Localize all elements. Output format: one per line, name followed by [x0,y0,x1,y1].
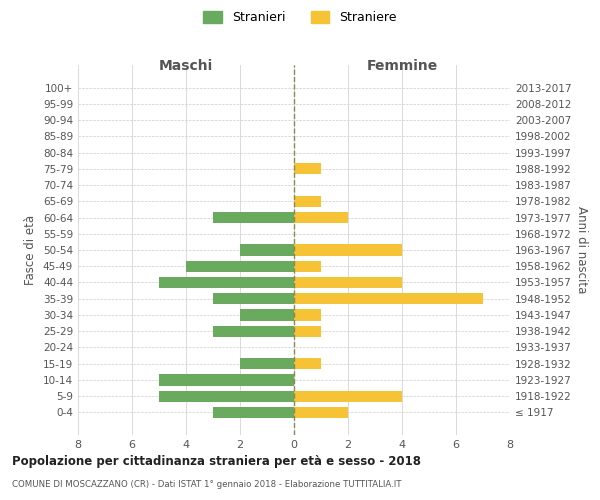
Bar [159,374,294,386]
Text: Maschi: Maschi [159,59,213,73]
Bar [294,196,321,207]
Bar [213,407,294,418]
Bar [294,244,402,256]
Bar [294,293,483,304]
Bar [159,390,294,402]
Bar [213,326,294,337]
Text: COMUNE DI MOSCAZZANO (CR) - Dati ISTAT 1° gennaio 2018 - Elaborazione TUTTITALIA: COMUNE DI MOSCAZZANO (CR) - Dati ISTAT 1… [12,480,401,489]
Bar [294,358,321,370]
Bar [159,277,294,288]
Bar [240,310,294,320]
Bar [294,277,402,288]
Bar [294,326,321,337]
Bar [294,407,348,418]
Bar [294,260,321,272]
Bar [294,163,321,174]
Bar [240,358,294,370]
Y-axis label: Anni di nascita: Anni di nascita [575,206,588,294]
Text: Femmine: Femmine [367,59,437,73]
Bar [186,260,294,272]
Bar [240,244,294,256]
Text: Popolazione per cittadinanza straniera per età e sesso - 2018: Popolazione per cittadinanza straniera p… [12,455,421,468]
Bar [213,212,294,223]
Bar [294,212,348,223]
Legend: Stranieri, Straniere: Stranieri, Straniere [203,11,397,24]
Bar [294,390,402,402]
Bar [213,293,294,304]
Bar [294,310,321,320]
Y-axis label: Fasce di età: Fasce di età [25,215,37,285]
